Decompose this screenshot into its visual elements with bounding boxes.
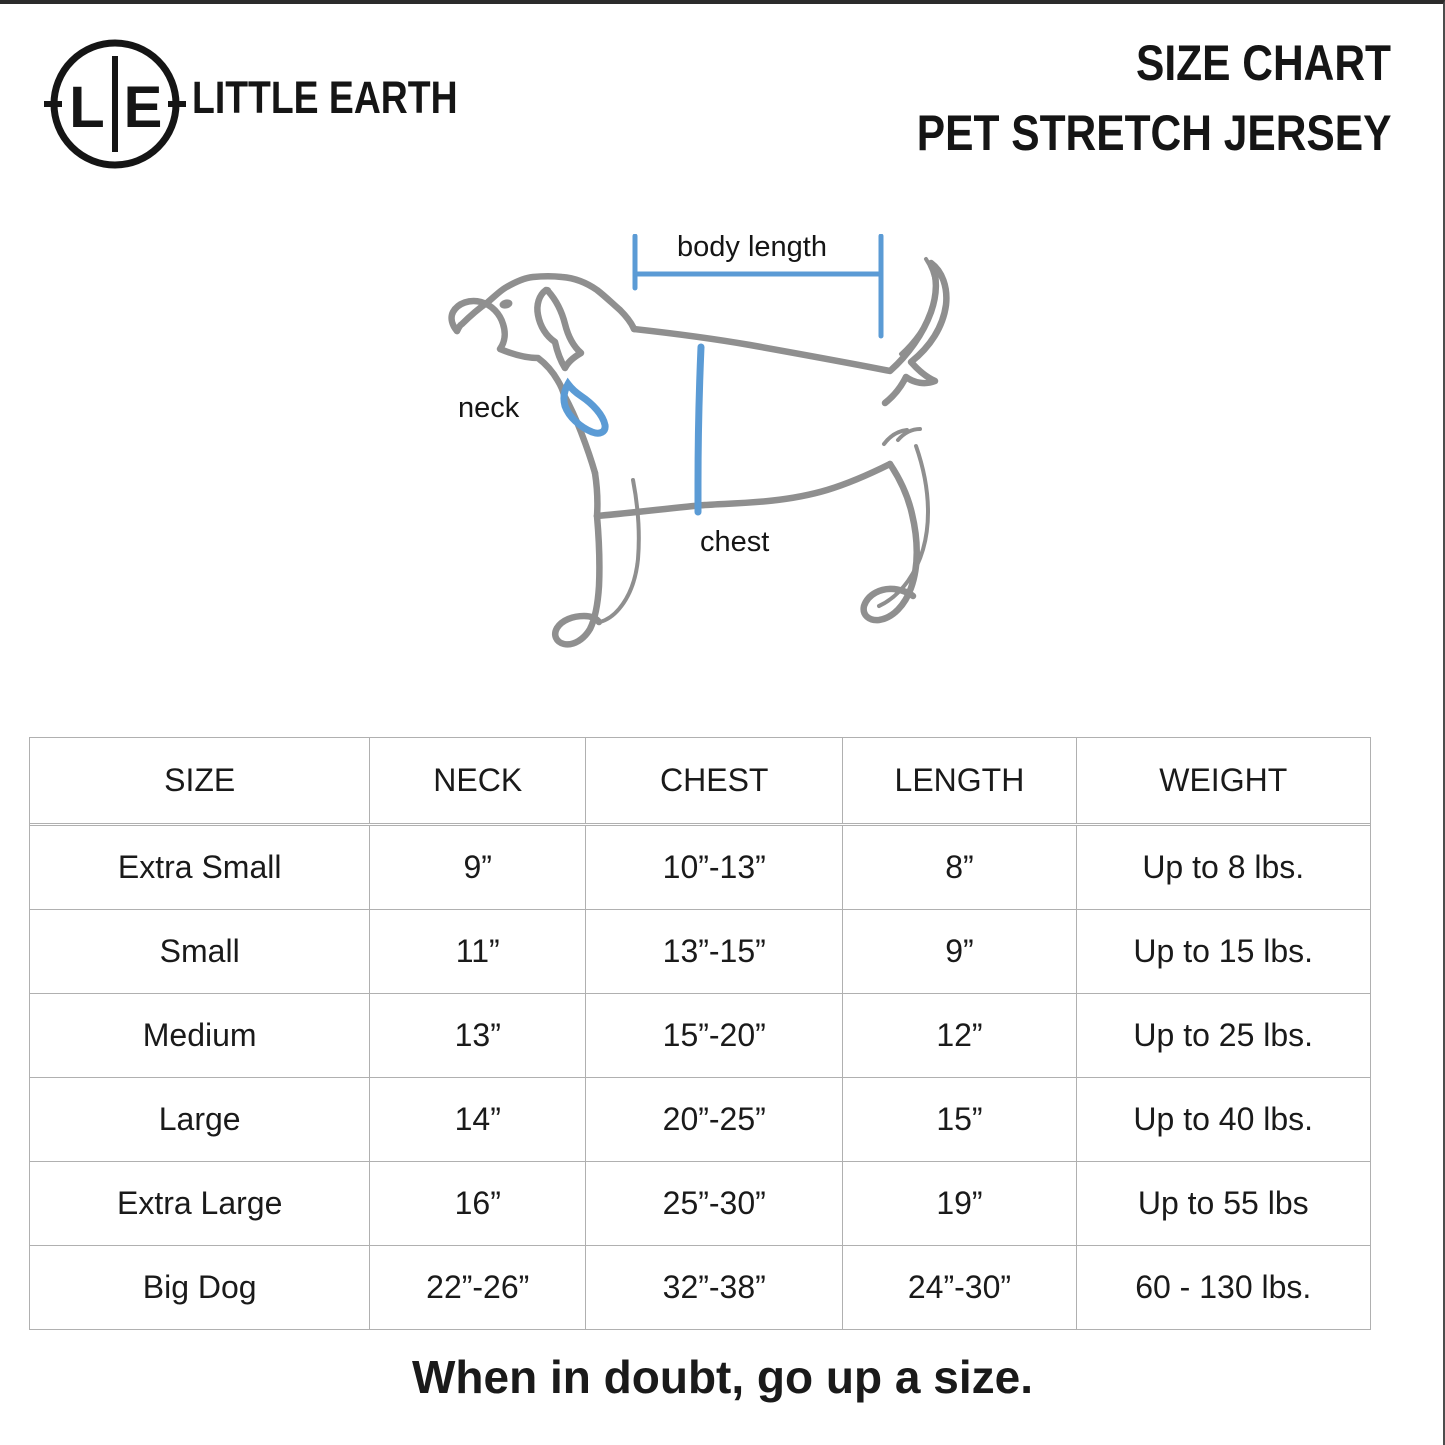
- svg-text:E: E: [124, 75, 163, 140]
- svg-text:L: L: [69, 75, 104, 140]
